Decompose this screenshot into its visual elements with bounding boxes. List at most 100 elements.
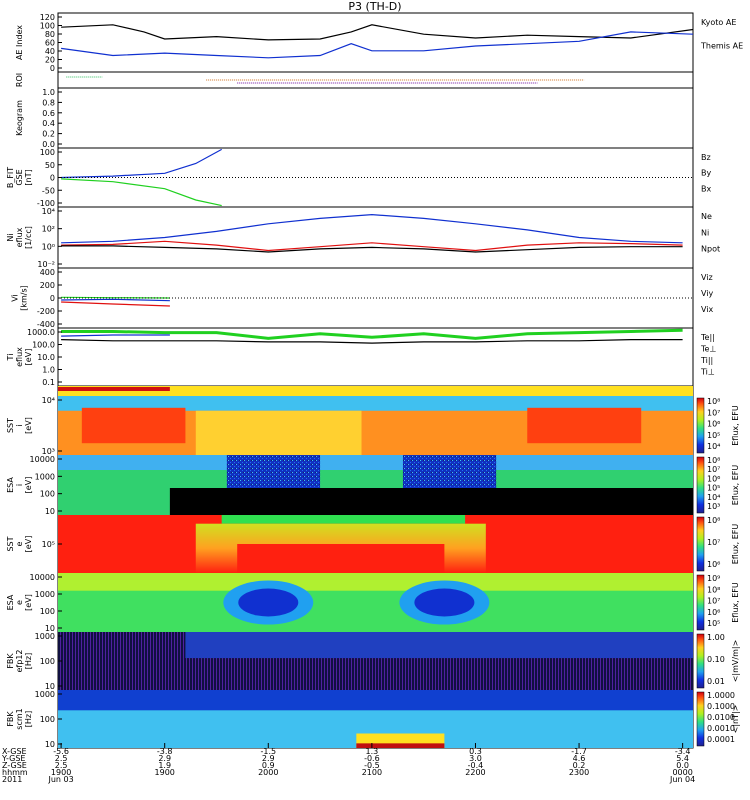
- bfit-legend-bz: Bz: [701, 153, 711, 162]
- sst1-colorbar-tick: 10⁴: [707, 442, 720, 451]
- ni-ylabel: Nieflux[1/cc]: [6, 226, 33, 249]
- xaxis-tick-value: -1.5: [260, 747, 276, 756]
- xaxis-tick-value: 4.6: [573, 754, 586, 763]
- fbk2-tick-label: 100: [40, 715, 55, 724]
- esa1-colorbar-scale: [696, 456, 705, 514]
- fbk2-ylabel-line: [Hz]: [24, 711, 33, 727]
- ae-series-kyotoae: [61, 31, 694, 59]
- xaxis-tick-value: 2200: [465, 768, 485, 777]
- bfit-frame: [57, 147, 694, 208]
- ae-tick-label: 100: [40, 22, 55, 31]
- vi-legend-viy: Viy: [701, 289, 714, 298]
- xaxis-tick-value: -3.8: [157, 747, 173, 756]
- ti-ylabel: Tieflux[eV]: [6, 347, 33, 367]
- vi-series-viz: [61, 301, 170, 307]
- ti-legend-ti: Ti⊥: [700, 368, 715, 377]
- xaxis-tick-value: -3.4: [675, 747, 691, 756]
- fbk2-colorbar-tick: 0.1000: [707, 702, 735, 711]
- keo-tick-label: 0.0: [42, 140, 55, 149]
- sst1-top-band: [58, 396, 693, 411]
- ae-ylabel: AE Index: [15, 25, 24, 60]
- keo-tick-label: 0.8: [42, 98, 55, 107]
- esa2-tick-label: 1000: [35, 590, 55, 599]
- ti-tick-label: 1.0: [42, 366, 55, 375]
- xaxis-tick-value: 0.3: [469, 747, 482, 756]
- xaxis-tick-value: -0.4: [468, 761, 484, 770]
- bfit-legend-by: By: [701, 169, 711, 178]
- bfit-legend-bx: Bx: [701, 184, 711, 193]
- sst2-top-band: [221, 515, 466, 524]
- esa1-colorbar-tick: 10⁵: [707, 484, 720, 493]
- fbk2-upper-band: [58, 690, 693, 711]
- xaxis-tick-value: 5.4: [676, 754, 689, 763]
- vi-tick-label: -400: [37, 320, 55, 329]
- series-layer: [58, 24, 694, 344]
- esa2-blob-left-core: [238, 588, 299, 617]
- bfit-tick-label: 50: [45, 161, 55, 170]
- keo-ylabel-line: Keogram: [15, 100, 24, 136]
- xaxis-tick-value: 1900: [155, 768, 175, 777]
- vi-legend-vix: Vix: [701, 305, 714, 314]
- ni-series-ne: [61, 240, 683, 252]
- sst1-colorbar-tick: 10⁵: [707, 431, 720, 440]
- esa2-colorbar: 10⁹ 10⁸ 10⁷ 10⁶ 10⁵ Eflux, EFU: [696, 574, 740, 631]
- esa2-tick-label: 10000: [30, 573, 55, 582]
- fbk1-ylabel: FBKefp12[Hz]: [6, 650, 33, 673]
- fbk1-colorbar-tick: 1.00: [707, 633, 725, 642]
- esa1-colorbar-tick: 10⁷: [707, 465, 720, 474]
- esa1-tick-label: 10: [45, 507, 55, 516]
- sst1-spectrogram: [58, 396, 693, 455]
- xaxis-tick-value: 0000: [672, 768, 692, 777]
- fbk2-colorbar-tick: 1.0000: [707, 691, 735, 700]
- esa1-colorbar-tick: 10⁸: [707, 456, 720, 465]
- xaxis-tick-value: 2.5: [55, 761, 68, 770]
- esa2-ylabel-line: e: [15, 600, 24, 605]
- sst2-colorbar-label: Eflux, EFU: [731, 524, 740, 565]
- roi-ylabel: ROI: [15, 73, 24, 87]
- ni-tick-label: 10⁻²: [37, 260, 55, 269]
- vi-ylabel-line: Vi: [11, 294, 20, 302]
- esa1-top-band: [58, 455, 693, 470]
- sst1-mid-band: [195, 410, 362, 455]
- esa1-ylabel-line: ESA: [6, 477, 15, 493]
- bfit-tick-label: -100: [37, 199, 55, 208]
- esa2-colorbar-tick: 10⁷: [707, 597, 720, 606]
- roi-spectrogram: [66, 76, 585, 84]
- fbk1-colorbar-scale: [696, 633, 705, 689]
- esa1-colorbar-label: Eflux, EFU: [731, 465, 740, 506]
- ti-ylabel-line: [eV]: [24, 349, 33, 366]
- xaxis-tick-value: 1900: [51, 768, 71, 777]
- fbk1-colorbar: 1.00 0.10 0.01 <|mV/m|>: [696, 633, 740, 689]
- ae-series-themisae: [61, 24, 694, 41]
- sst1-ylabel: SSTi[eV]: [6, 417, 33, 434]
- roi-frame: [57, 71, 694, 89]
- fbk2-ylabel: FBKscm1[Hz]: [6, 708, 33, 729]
- vi-legend-viz: Viz: [701, 273, 713, 282]
- esa1-tick-label: 100: [40, 490, 55, 499]
- fbk2-tick-label: 1000: [35, 690, 55, 699]
- fbk2-colorbar-tick: 0.0010: [707, 724, 735, 733]
- ae-tick-label: 60: [45, 39, 55, 48]
- ae-frame: [57, 12, 694, 73]
- fbk1-ylabel-line: [Hz]: [24, 653, 33, 669]
- esa2-colorbar-tick: 10⁶: [707, 608, 720, 617]
- plot-title: P3 (TH-D): [348, 0, 401, 13]
- esa2-blob-right-core: [414, 588, 475, 617]
- xaxis-tick-value: 1.9: [158, 761, 171, 770]
- ti-tick-label: 0.1: [42, 378, 55, 387]
- sst2-colorbar-tick: 10⁸: [707, 516, 720, 525]
- fbk2-colorbar-tick: 0.0100: [707, 713, 735, 722]
- ae-tick-label: 20: [45, 56, 55, 65]
- sst2-ylabel-line: e: [15, 541, 24, 546]
- ae-ylabel-line: AE Index: [15, 25, 24, 60]
- bfit-tick-label: 100: [40, 148, 55, 157]
- fbk2-colorbar-tick: 0.0001: [707, 735, 735, 744]
- fbk2-colorbar-scale: [696, 691, 705, 747]
- ae-tick-label: 0: [50, 64, 55, 73]
- sst1-left-core: [81, 407, 186, 444]
- bfit-ylabel: B_FITGSE[nT]: [6, 167, 33, 188]
- fbk1-tick-label: 100: [40, 657, 55, 666]
- esa2-tick-label: 10: [45, 624, 55, 633]
- xaxis-tick-value: 1.3: [366, 747, 379, 756]
- bfit-ylabel-line: B_FIT: [6, 167, 15, 188]
